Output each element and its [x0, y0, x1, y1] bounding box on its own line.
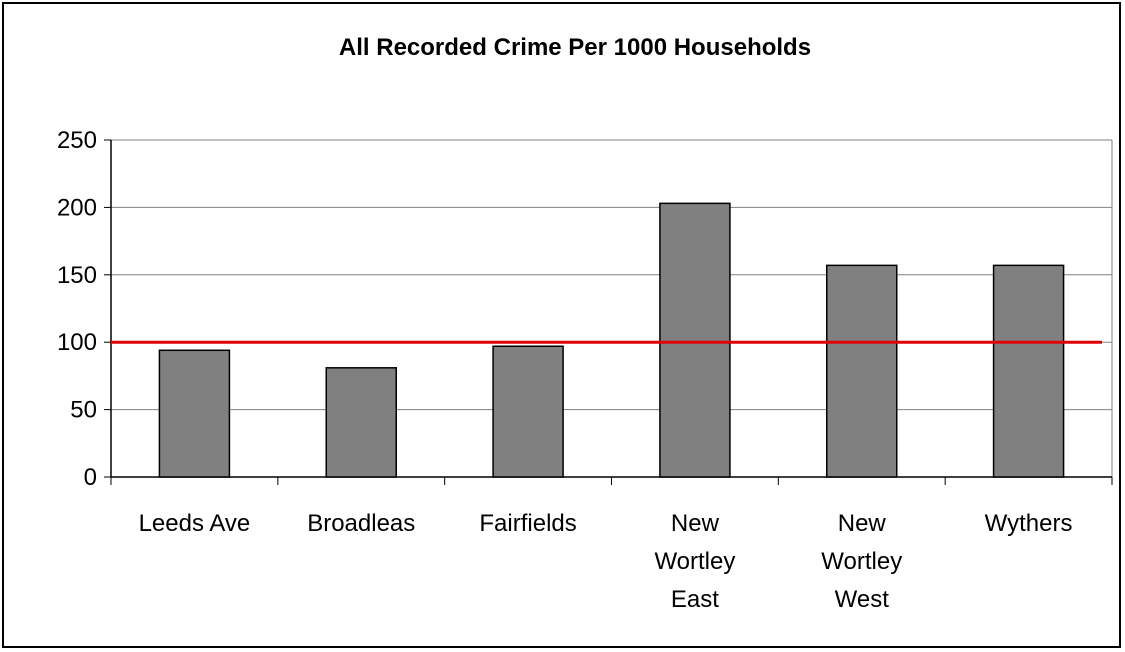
x-category-label: Wortley: [654, 548, 735, 575]
x-category-label: East: [671, 586, 719, 613]
y-tick-label: 200: [57, 194, 97, 221]
x-category-label: Leeds Ave: [139, 510, 251, 537]
bar: [826, 264, 898, 478]
chart-title: All Recorded Crime Per 1000 Households: [339, 34, 811, 61]
y-tick-label: 250: [57, 127, 97, 154]
bar: [325, 367, 397, 478]
x-category-label: West: [835, 586, 890, 613]
x-category-label: Wythers: [985, 510, 1073, 537]
bar: [158, 349, 231, 478]
bar: [992, 264, 1065, 478]
y-tick-label: 100: [57, 329, 97, 356]
y-tick-label: 50: [70, 397, 97, 424]
y-tick-label: 0: [84, 464, 97, 491]
x-category-label: Wortley: [821, 548, 902, 575]
x-category-label: New: [671, 510, 720, 537]
x-category-label: Fairfields: [479, 510, 576, 537]
x-category-label: New: [838, 510, 887, 537]
y-tick-label: 150: [57, 262, 97, 289]
bar: [492, 345, 564, 478]
bar: [659, 202, 731, 478]
x-category-label: Broadleas: [307, 510, 415, 537]
